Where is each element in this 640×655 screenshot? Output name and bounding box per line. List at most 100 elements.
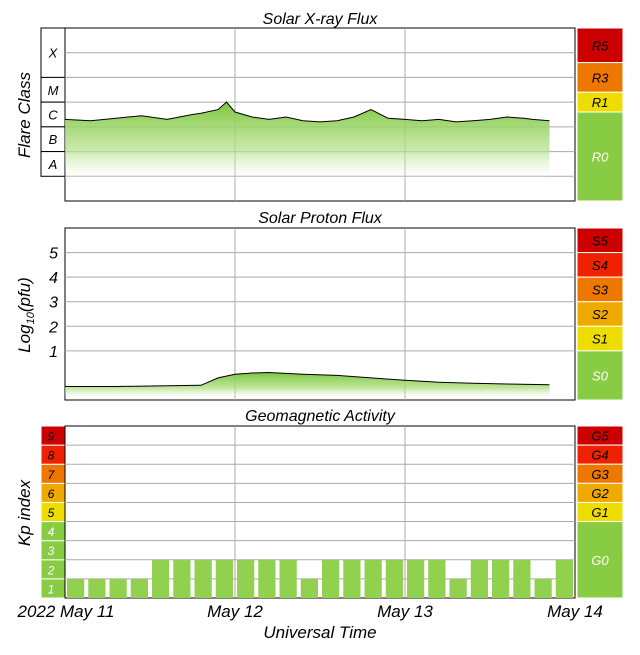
kp-bar <box>279 559 297 598</box>
scale-label: G2 <box>591 486 609 501</box>
xtick-day-0: 2022 May 11 <box>16 602 114 621</box>
proton-title: Solar Proton Flux <box>258 210 383 227</box>
proton-ytick-labels: 1 2 3 4 5 <box>48 246 58 361</box>
scale-label: S0 <box>592 368 609 383</box>
kp-level-label: 4 <box>48 525 55 539</box>
scale-label: G3 <box>591 467 609 482</box>
kp-bar <box>343 559 361 598</box>
kp-level-label: 2 <box>47 563 55 577</box>
kp-bar <box>237 559 255 598</box>
xtick-day-2: May 13 <box>377 602 433 621</box>
flare-class-box <box>40 151 66 177</box>
scale-label: S5 <box>592 233 609 248</box>
kp-bar <box>428 559 446 598</box>
scale-label: S4 <box>592 258 608 273</box>
kp-bars <box>67 559 573 598</box>
kp-bar <box>449 578 467 598</box>
radio-blackout-scale: R5 R3 R1 R0 <box>576 27 624 202</box>
flare-class-label: B <box>49 132 58 147</box>
proton-ytick-label: 2 <box>48 319 58 336</box>
kp-level-label: 6 <box>48 487 55 501</box>
xray-title: Solar X-ray Flux <box>263 11 379 28</box>
kp-grid <box>65 426 575 598</box>
flare-class-label: X <box>48 46 59 61</box>
proton-ytick-label: 3 <box>49 295 58 312</box>
kp-level-label: 5 <box>48 506 55 520</box>
scale-label: G0 <box>591 553 609 568</box>
scale-label: R3 <box>592 70 609 85</box>
xray-flux-area <box>65 102 550 184</box>
kp-bar <box>555 559 573 598</box>
scale-label: R1 <box>592 95 609 110</box>
flare-class-label: M <box>48 83 59 98</box>
proton-flux-area <box>65 372 550 400</box>
proton-ytick-label: 4 <box>49 270 58 287</box>
flare-class-box <box>40 27 66 78</box>
proton-grid <box>65 228 575 400</box>
scale-label: S1 <box>592 332 608 347</box>
kp-panel: Geomagnetic Activity Kp index 123456789 … <box>15 408 624 599</box>
proton-ytick-label: 5 <box>49 246 58 263</box>
kp-bar <box>385 559 403 598</box>
scale-box-s0 <box>576 350 624 401</box>
scale-label: R0 <box>592 150 609 165</box>
kp-bar <box>513 559 531 598</box>
kp-bar <box>407 559 425 598</box>
kp-bar <box>364 559 382 598</box>
kp-bar <box>534 578 552 598</box>
scale-box-r0 <box>576 111 624 202</box>
kp-bar <box>109 578 127 598</box>
kp-title: Geomagnetic Activity <box>245 408 396 425</box>
scale-box-s2 <box>576 301 624 327</box>
scale-label: R5 <box>592 38 609 53</box>
kp-bar <box>173 559 191 598</box>
xray-flux-line <box>64 101 550 123</box>
kp-level-label: 1 <box>48 582 55 596</box>
xaxis-label: Universal Time <box>263 623 376 642</box>
geomagnetic-storm-scale: G5 G4 G3 G2 G1 G0 <box>576 425 624 599</box>
kp-bar <box>258 559 276 598</box>
kp-bar <box>215 559 233 598</box>
kp-bar <box>67 578 85 598</box>
kp-bar <box>470 559 488 598</box>
kp-bar <box>88 578 106 598</box>
solar-radiation-scale: S5 S4 S3 S2 S1 S0 <box>576 227 624 401</box>
kp-bar <box>194 559 212 598</box>
scale-label: S3 <box>592 282 609 297</box>
flare-class-label: A <box>48 157 58 172</box>
kp-plot-frame <box>64 425 576 599</box>
kp-bar <box>152 559 170 598</box>
xtick-day-1: May 12 <box>207 602 263 621</box>
kp-ylabel: Kp index <box>15 479 34 546</box>
scale-label: G4 <box>591 448 608 463</box>
proton-flux-line <box>65 371 550 387</box>
kp-level-boxes: 1 2 3 4 5 6 7 8 9 <box>40 425 66 599</box>
proton-ytick-label: 1 <box>49 344 58 361</box>
scale-box-s1 <box>576 325 624 352</box>
proton-plot-frame <box>64 227 576 401</box>
scale-label: G1 <box>591 505 608 520</box>
scale-label: G5 <box>591 429 609 444</box>
scale-box-s5 <box>576 227 624 254</box>
kp-level-label: 8 <box>48 449 55 463</box>
scale-box-g0 <box>576 521 624 599</box>
flare-class-label: C <box>48 108 58 123</box>
proton-ylabel-main: Log <box>15 324 34 353</box>
scale-label: S2 <box>592 307 609 322</box>
xray-ylabel: Flare Class <box>15 72 34 158</box>
xtick-day-3: May 14 <box>547 602 603 621</box>
kp-bar <box>492 559 510 598</box>
proton-ylabel-tail: (pfu) <box>15 277 34 312</box>
kp-level-label: 7 <box>48 468 56 482</box>
kp-bar <box>300 578 318 598</box>
time-axis: 2022 May 11 May 12 May 13 May 14 Univers… <box>16 602 602 642</box>
proton-ylabel: Log10(pfu) <box>15 277 37 353</box>
kp-bar <box>130 578 148 598</box>
kp-bar <box>322 559 340 598</box>
proton-ylabel-sub: 10 <box>25 311 37 324</box>
kp-level-label: 3 <box>48 544 55 558</box>
